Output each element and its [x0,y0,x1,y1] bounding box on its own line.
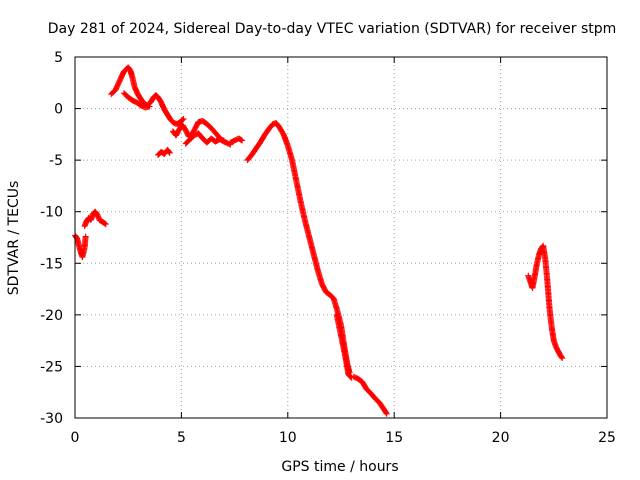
axis-ticks: 0 5 10 15 20 25 5 0 -5 -10 -15 -20 -25 -30 [40,50,616,446]
y-tick-label: -5 [49,153,63,169]
x-tick-label: 5 [177,430,186,446]
plot-frame [74,56,608,419]
chart-title: Day 281 of 2024, Sidereal Day-to-day VTE… [48,21,617,37]
data-point [383,410,390,417]
y-tick-label: -20 [40,308,63,324]
y-tick-label: -10 [40,205,63,221]
data-points [72,64,566,417]
data-point [102,220,109,227]
data-point [237,136,244,143]
y-tick-label: 0 [54,102,63,118]
x-tick-label: 10 [279,430,297,446]
data-point [146,103,153,110]
data-point [220,137,227,144]
data-point [179,116,186,123]
data-point [239,137,246,144]
data-point [559,355,566,362]
grid-lines [75,57,607,418]
x-tick-label: 20 [492,430,510,446]
data-point [383,410,390,417]
data-point [558,354,565,361]
y-tick-label: 5 [54,50,63,66]
x-axis-label: GPS time / hours [281,459,398,475]
x-tick-label: 15 [385,430,403,446]
data-point [82,233,89,240]
y-tick-label: -25 [40,359,63,375]
data-point [180,115,187,122]
x-tick-label: 0 [71,430,80,446]
data-point [102,221,109,228]
y-axis-label: SDTVAR / TECUs [6,181,22,296]
data-point [166,149,173,156]
y-tick-label: -30 [40,411,63,427]
data-point [166,149,173,156]
y-tick-label: -15 [40,256,63,272]
data-point [238,137,245,144]
x-tick-label: 25 [598,430,616,446]
